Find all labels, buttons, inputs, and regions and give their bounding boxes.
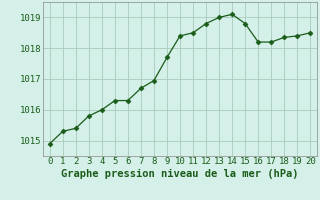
X-axis label: Graphe pression niveau de la mer (hPa): Graphe pression niveau de la mer (hPa) xyxy=(61,169,299,179)
